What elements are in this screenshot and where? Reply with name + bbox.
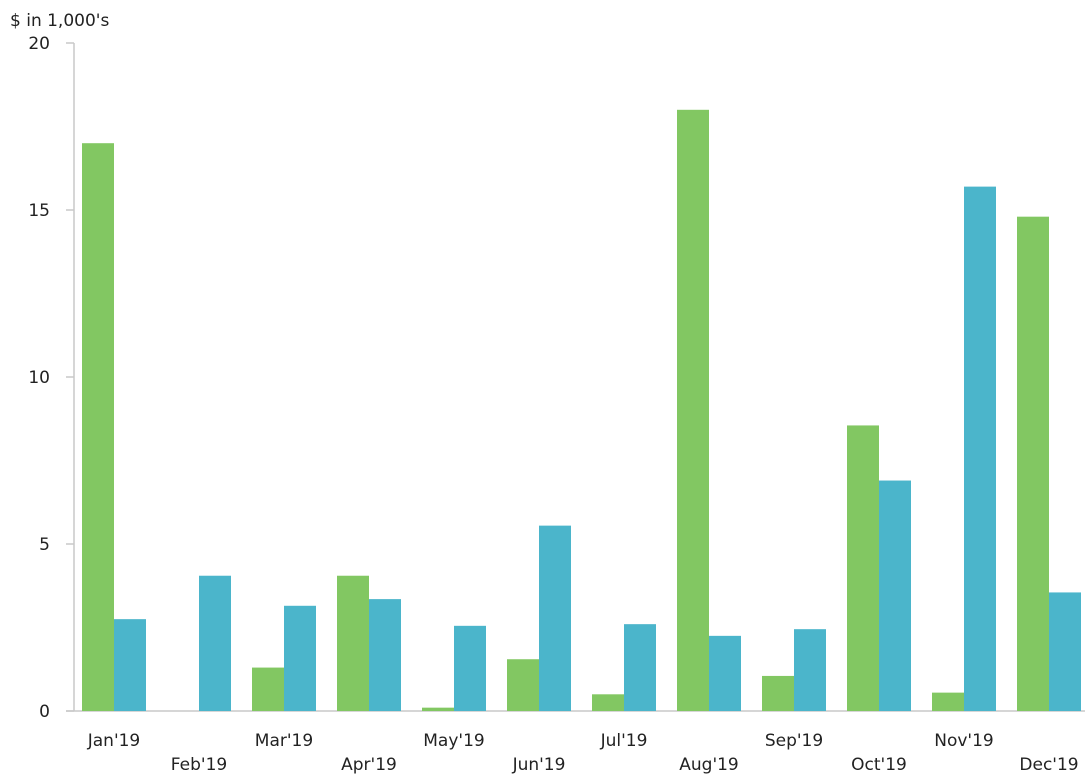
bar-series-1: [252, 667, 284, 711]
bar-series-1: [337, 575, 369, 711]
bar-series-1: [762, 675, 794, 711]
bar-series-2: [454, 625, 486, 711]
y-tick-label: 0: [39, 702, 50, 722]
bar-series-2: [624, 624, 656, 711]
bar-series-1: [507, 659, 539, 711]
bar-series-1: [677, 109, 709, 712]
x-tick-label: Mar'19: [255, 731, 313, 751]
bar-series-1: [847, 425, 879, 711]
y-tick-label: 10: [28, 368, 50, 388]
bar-series-1: [592, 694, 624, 711]
x-tick-label: Nov'19: [934, 731, 993, 751]
bar-series-2: [539, 525, 571, 711]
bar-series-1: [1017, 216, 1049, 711]
bar-series-2: [879, 480, 911, 711]
bar-series-1: [82, 143, 114, 711]
x-ticks: Jan'19 Feb'19 Mar'19 Apr'19 May'19 Jun'19 Jul'…: [87, 731, 1079, 775]
x-tick-label: Jul'19: [600, 731, 648, 751]
y-tick-label: 20: [28, 34, 50, 54]
x-tick-label: Jun'19: [512, 755, 566, 775]
bar-series-2: [1049, 592, 1081, 711]
x-tick-label: Jan'19: [87, 731, 141, 751]
bar-series-2: [114, 619, 146, 711]
x-tick-label: Feb'19: [171, 755, 227, 775]
bar-series-1: [932, 692, 964, 711]
y-tick-label: 15: [28, 201, 50, 221]
x-tick-label: Aug'19: [679, 755, 739, 775]
x-tick-label: May'19: [423, 731, 484, 751]
y-ticks: 0 5 10 15 20: [28, 34, 74, 722]
bar-series-2: [199, 575, 231, 711]
x-tick-label: Dec'19: [1019, 755, 1078, 775]
y-tick-label: 5: [39, 535, 50, 555]
x-tick-label: Sep'19: [765, 731, 823, 751]
bars: [82, 109, 1081, 712]
x-tick-label: Oct'19: [851, 755, 907, 775]
x-tick-label: Apr'19: [341, 755, 397, 775]
bar-series-2: [794, 629, 826, 711]
bar-series-2: [369, 599, 401, 711]
bar-series-2: [964, 186, 996, 711]
bar-series-2: [284, 605, 316, 711]
bar-series-1: [422, 707, 454, 711]
bar-series-2: [709, 635, 741, 711]
y-axis-label: $ in 1,000's: [10, 11, 109, 31]
